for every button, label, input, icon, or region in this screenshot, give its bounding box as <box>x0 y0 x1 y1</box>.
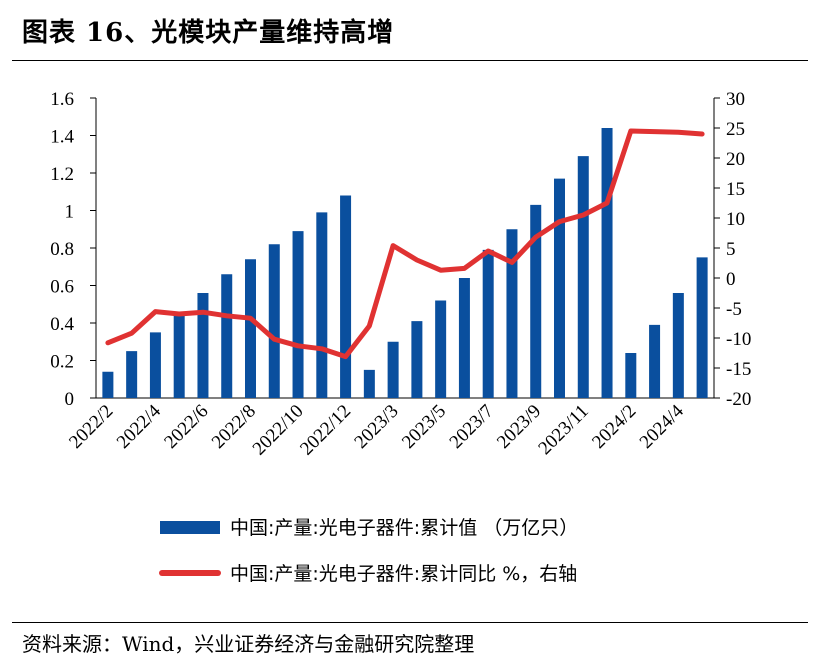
legend: 中国:产量:光电子器件:累计值 （万亿只） 中国:产量:光电子器件:累计同比 %，… <box>159 517 578 585</box>
right-tick-label: 20 <box>726 149 745 170</box>
x-tick-label: 2022/6 <box>160 401 212 453</box>
combo-chart: 0 0.2 0.4 0.6 0.8 1 1.2 1.4 1.6 -20 -15 -10 -5 0 5 10 15… <box>50 89 751 585</box>
line-series <box>105 128 705 360</box>
bar <box>292 231 304 398</box>
bar <box>482 249 494 398</box>
bar <box>316 212 328 398</box>
right-tick-label: -5 <box>726 299 742 320</box>
left-tick-label: 1.2 <box>50 164 74 185</box>
right-tick-label: -15 <box>726 359 751 380</box>
bar <box>173 315 185 398</box>
bar <box>458 278 470 398</box>
bar <box>340 195 352 398</box>
bar <box>554 178 565 398</box>
source-divider <box>12 622 808 623</box>
legend-line-label: 中国:产量:光电子器件:累计同比 %，右轴 <box>230 563 577 585</box>
bar <box>577 156 589 398</box>
x-tick-label: 2024/2 <box>588 401 640 453</box>
left-tick-label: 1.6 <box>50 89 74 110</box>
right-tick-label: 10 <box>726 209 745 230</box>
bar <box>221 274 233 398</box>
x-tick-label: 2022/10 <box>249 401 308 460</box>
bar-series <box>102 128 708 398</box>
bar <box>387 341 399 398</box>
bar <box>197 293 209 398</box>
bar <box>530 204 542 398</box>
bar <box>149 332 161 398</box>
title-divider <box>12 60 808 61</box>
legend-bar-swatch <box>160 521 220 534</box>
bar <box>649 324 661 398</box>
x-tick-label: 2023/7 <box>446 401 498 453</box>
chart-title: 图表 16、光模块产量维持高增 <box>22 18 395 48</box>
right-tick-label: 0 <box>726 269 736 290</box>
bar <box>696 257 708 398</box>
bar <box>102 371 114 398</box>
left-tick-label: 1.4 <box>50 127 74 148</box>
yoy-line <box>105 128 705 360</box>
bar <box>268 244 280 398</box>
left-tick-label: 0.8 <box>50 239 74 260</box>
x-tick-label: 2023/3 <box>350 401 402 453</box>
bar <box>126 351 138 398</box>
x-tick-label: 2022/12 <box>296 401 355 460</box>
source-note: 资料来源：Wind，兴业证券经济与金融研究院整理 <box>22 632 475 656</box>
left-tick-label: 0.4 <box>50 314 74 335</box>
bar <box>601 128 613 398</box>
left-tick-label: 1 <box>65 202 75 223</box>
bar <box>625 353 637 398</box>
right-tick-label: -20 <box>726 389 751 410</box>
right-tick-label: 30 <box>726 89 745 110</box>
bar <box>672 293 684 398</box>
right-tick-label: 15 <box>726 179 745 200</box>
bar <box>363 369 375 398</box>
left-tick-label: 0.2 <box>50 352 74 373</box>
left-tick-label: 0 <box>65 389 75 410</box>
right-tick-label: -10 <box>726 329 751 350</box>
x-tick-label: 2022/4 <box>113 400 166 453</box>
x-tick-label: 2023/5 <box>398 401 450 453</box>
x-tick-label: 2024/4 <box>636 400 689 453</box>
left-tick-label: 0.6 <box>50 277 74 298</box>
bar <box>411 321 423 398</box>
legend-bar-label: 中国:产量:光电子器件:累计值 （万亿只） <box>230 517 578 539</box>
bar <box>435 300 447 398</box>
tick-labels: 0 0.2 0.4 0.6 0.8 1 1.2 1.4 1.6 -20 -15 -10 -5 0 5 10 15… <box>50 89 751 460</box>
bar <box>245 259 256 398</box>
right-tick-label: 25 <box>726 119 745 140</box>
bar <box>506 229 518 398</box>
x-tick-label: 2023/11 <box>534 401 592 459</box>
right-tick-label: 5 <box>726 239 736 260</box>
